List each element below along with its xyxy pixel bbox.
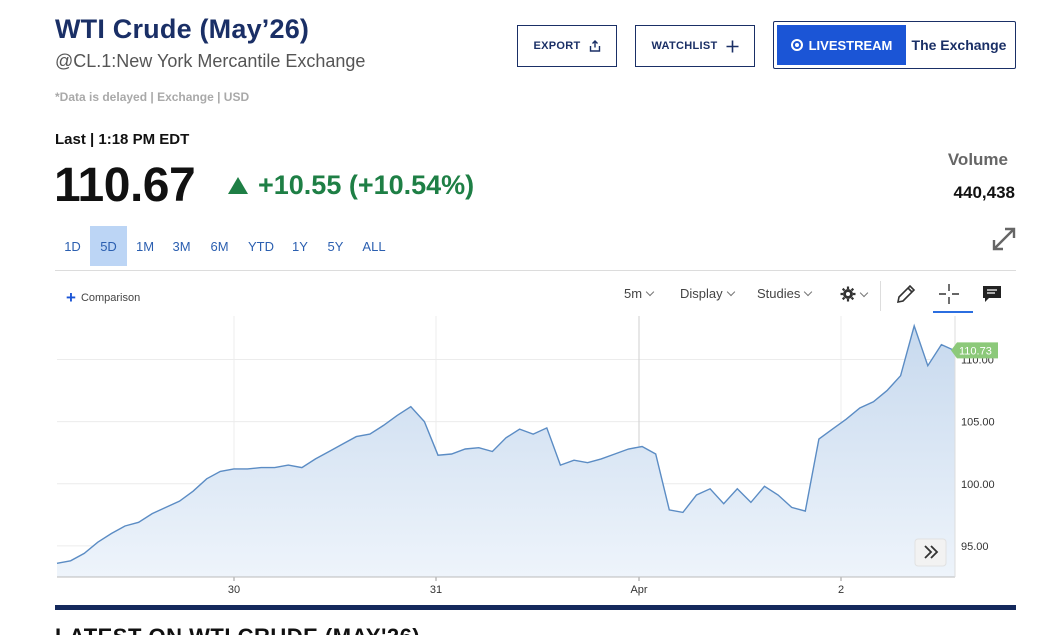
range-label: ALL xyxy=(362,238,386,254)
page-title: WTI Crude (May’26) xyxy=(55,14,310,44)
latest-news-heading: LATEST ON WTI CRUDE (MAY'26) xyxy=(55,624,420,635)
time-range-tabs: 1D 5D 1M 3M 6M YTD 1Y 5Y ALL xyxy=(55,226,394,266)
y-tick-label: 100.00 xyxy=(961,479,995,491)
last-price-badge: 110.73 xyxy=(951,342,998,359)
divider xyxy=(55,270,1016,271)
last-price-badge-label: 110.73 xyxy=(959,345,992,357)
watchlist-label: WATCHLIST xyxy=(651,40,718,52)
double-chevron-right-icon xyxy=(924,545,939,559)
toolbar-separator xyxy=(880,281,881,311)
interval-label: 5m xyxy=(624,286,643,301)
range-label: 3M xyxy=(172,238,191,254)
settings-dropdown[interactable] xyxy=(840,286,869,302)
crosshair-active-indicator xyxy=(933,311,973,313)
live-indicator-icon xyxy=(790,39,803,51)
price-change-value: +10.55 (+10.54%) xyxy=(258,170,475,200)
up-arrow-icon xyxy=(228,177,248,194)
x-tick-label: 31 xyxy=(430,584,442,596)
range-tab-3m[interactable]: 3M xyxy=(163,226,200,266)
range-tab-ytd[interactable]: YTD xyxy=(239,226,283,266)
display-dropdown[interactable]: Display xyxy=(680,286,735,301)
expand-icon[interactable] xyxy=(990,225,1018,253)
range-tab-1d[interactable]: 1D xyxy=(55,226,90,266)
x-tick-label: 30 xyxy=(228,584,240,596)
range-label: 5D xyxy=(100,238,117,254)
studies-dropdown[interactable]: Studies xyxy=(757,286,813,301)
range-label: 1D xyxy=(64,238,81,254)
range-tab-all[interactable]: ALL xyxy=(354,226,394,266)
plus-icon xyxy=(726,40,739,52)
delayed-note: *Data is delayed | Exchange | USD xyxy=(55,90,250,104)
livestream-widget: LIVESTREAM The Exchange xyxy=(773,21,1016,69)
studies-label: Studies xyxy=(757,286,801,301)
series-area xyxy=(57,325,955,577)
volume-value: 440,438 xyxy=(953,183,1015,202)
scroll-right-button[interactable] xyxy=(914,538,947,567)
export-button[interactable]: EXPORT xyxy=(517,25,617,67)
x-tick-label: 2 xyxy=(838,584,844,596)
livestream-button[interactable]: LIVESTREAM xyxy=(777,25,906,65)
x-tick-label: Apr xyxy=(630,584,647,596)
gear-icon xyxy=(840,286,856,302)
comparison-button[interactable]: + Comparison xyxy=(66,289,140,306)
watchlist-button[interactable]: WATCHLIST xyxy=(635,25,755,67)
comparison-label: Comparison xyxy=(80,291,141,304)
range-label: 1M xyxy=(135,238,155,254)
y-tick-label: 95.00 xyxy=(961,541,989,553)
display-label: Display xyxy=(680,286,723,301)
last-price-badge-shape xyxy=(951,342,998,359)
the-exchange-link[interactable]: The Exchange xyxy=(911,37,1007,53)
pencil-icon[interactable] xyxy=(894,282,918,306)
livestream-label: LIVESTREAM xyxy=(808,37,893,53)
section-divider xyxy=(55,605,1016,610)
series-line xyxy=(56,323,956,564)
range-tab-5y[interactable]: 5Y xyxy=(317,226,354,266)
interval-dropdown[interactable]: 5m xyxy=(624,286,655,301)
range-label: YTD xyxy=(248,238,274,254)
export-label: EXPORT xyxy=(533,40,581,52)
page-subtitle: @CL.1:New York Mercantile Exchange xyxy=(55,51,366,71)
price-change: +10.55 (+10.54%) xyxy=(228,170,474,201)
crosshair-icon[interactable] xyxy=(937,282,961,306)
range-label: 5Y xyxy=(327,238,344,254)
y-tick-label: 105.00 xyxy=(961,417,995,429)
share-icon xyxy=(589,40,600,52)
last-trade-label: Last | 1:18 PM EDT xyxy=(55,131,190,148)
range-tab-5d[interactable]: 5D xyxy=(90,226,127,266)
range-tab-6m[interactable]: 6M xyxy=(200,226,239,266)
range-label: 6M xyxy=(210,238,229,254)
last-price: 110.67 xyxy=(54,159,196,212)
volume-label: Volume xyxy=(947,150,1008,169)
range-label: 1Y xyxy=(292,238,308,254)
range-tab-1m[interactable]: 1M xyxy=(127,226,163,266)
range-tab-1y[interactable]: 1Y xyxy=(283,226,317,266)
plus-icon: + xyxy=(66,288,76,307)
comment-icon[interactable] xyxy=(980,282,1004,306)
